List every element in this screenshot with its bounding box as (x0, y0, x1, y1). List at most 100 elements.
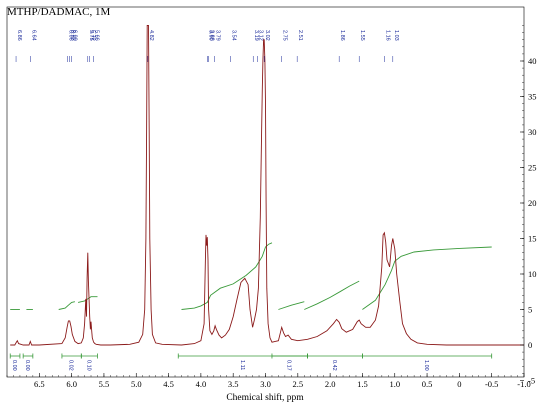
x-tick-label: 2.0 (325, 379, 336, 389)
integral-axis: 0.00 0.00 0.02 0.10 1.11 0.17 0.42 1.00 (9, 353, 493, 371)
integral-curves (10, 242, 492, 310)
peak-label-text: 3.88 (209, 30, 215, 41)
x-tick-label: 0.5 (422, 379, 433, 389)
peak-label: 5.66 (93, 30, 100, 62)
integral-region: 0.00 (22, 353, 34, 371)
x-tick-label: 6.0 (66, 379, 77, 389)
peak-label: 3.12 (257, 30, 264, 62)
peak-label: 6.00 (71, 30, 78, 62)
integral-label: 1.00 (423, 360, 429, 371)
x-tick-label: 4.0 (196, 379, 207, 389)
x-axis: 6.5 6.0 5.5 5.0 4.5 4.0 3.5 3.0 2.5 2.0 1.5 1.0 0.5 0… (6, 373, 531, 389)
peak-label-text: 1.86 (339, 30, 345, 41)
x-tick-label: 2.5 (293, 379, 304, 389)
x-tick-label: 3.5 (228, 379, 239, 389)
peak-label-text: 5.72 (90, 30, 96, 41)
integral-region: 0.00 (9, 353, 21, 371)
peak-label: 5.72 (89, 30, 96, 62)
peak-label: 6.86 (15, 30, 22, 62)
spectrum-line (10, 25, 524, 346)
x-tick-label: 5.5 (99, 379, 110, 389)
x-tick-label: 0 (457, 379, 461, 389)
peak-label: 6.06 (67, 30, 74, 62)
peak-label: 2.51 (296, 30, 303, 62)
y-tick-label: 15 (528, 234, 537, 244)
peak-label: 2.75 (281, 30, 288, 62)
integral-region: 0.10 (80, 353, 98, 371)
peak-label-text: 3.19 (253, 30, 259, 41)
integral-curve-2 (58, 301, 75, 310)
integral-curve-6 (304, 280, 360, 310)
peak-label-text: 6.03 (70, 30, 76, 41)
peak-label-text: 6.86 (16, 30, 22, 41)
peak-label-text: 1.16 (384, 30, 390, 41)
x-tick-label: 1.5 (357, 379, 368, 389)
peak-label: 4.82 (147, 30, 154, 62)
peak-label-text: 3.02 (264, 30, 270, 41)
peak-label: 6.64 (30, 30, 36, 62)
integral-region: 1.00 (362, 353, 493, 371)
y-axis: -5 0 5 10 15 20 25 30 35 40 (520, 25, 537, 386)
integral-label: 0.00 (11, 360, 17, 371)
integral-label: 0.02 (68, 360, 74, 371)
peak-label-text: 1.03 (393, 30, 399, 41)
x-tick-label: -1.0 (517, 379, 530, 389)
integral-label: 1.11 (239, 360, 245, 370)
integral-region: 0.42 (307, 353, 363, 371)
y-tick-label: 30 (528, 127, 537, 137)
peak-label: 5.75 (87, 30, 94, 62)
peak-label: 3.02 (263, 30, 270, 62)
integral-label: 0.17 (286, 360, 292, 371)
peak-label-text: 5.75 (88, 30, 94, 41)
y-tick-label: 0 (528, 340, 532, 350)
peak-label-text: 6.64 (30, 30, 36, 41)
peak-label-text: 1.55 (359, 30, 365, 41)
peak-label: 6.03 (69, 30, 76, 62)
peak-label-text: 2.51 (297, 30, 303, 41)
peak-label: 1.55 (358, 30, 365, 62)
y-tick-label: 25 (528, 163, 537, 173)
peak-labels: 6.86 6.64 6.066.036.00 5.755.725.66 4.82 3.90… (15, 30, 399, 62)
peak-label: 1.16 (384, 30, 390, 62)
integral-curve-3 (78, 296, 98, 303)
integral-label: 0.10 (85, 360, 91, 371)
chart-title: MTHP/DADMAC, 1M (7, 6, 111, 18)
peak-label: 1.86 (338, 30, 345, 62)
peak-label-text: 3.79 (214, 30, 220, 41)
integral-region: 0.17 (271, 353, 308, 371)
peak-label: 3.90 (207, 30, 213, 62)
y-tick-label: 5 (528, 305, 532, 315)
y-tick-label: 35 (528, 92, 537, 102)
peak-label-text: 3.12 (258, 30, 264, 41)
x-tick-label: 3.0 (260, 379, 271, 389)
peak-label-text: 2.75 (282, 30, 288, 41)
y-tick-label: 20 (528, 198, 537, 208)
peak-label: 1.03 (392, 30, 399, 62)
peak-label: 3.54 (230, 30, 237, 62)
peak-label: 3.79 (214, 30, 220, 62)
integral-label: 0.00 (24, 360, 30, 371)
peak-label-text: 6.00 (72, 30, 78, 41)
peak-label-text: 3.90 (207, 30, 213, 41)
integral-curve-5 (278, 301, 305, 310)
x-tick-label: 4.5 (163, 379, 174, 389)
peak-label-text: 4.82 (148, 30, 154, 41)
integral-curve-7 (362, 246, 492, 310)
y-tick-label: -5 (528, 376, 535, 386)
peak-label: 3.88 (208, 30, 215, 62)
peak-label-text: 3.54 (231, 30, 237, 41)
peak-label-text: 5.66 (94, 30, 100, 41)
x-tick-label: 6.5 (34, 379, 45, 389)
integral-label: 0.42 (331, 360, 337, 371)
series-line-0 (10, 25, 524, 346)
peak-label: 3.19 (252, 30, 259, 62)
integral-region: 0.02 (61, 353, 82, 371)
x-tick-label: 1.0 (389, 379, 400, 389)
y-tick-label: 40 (528, 56, 537, 66)
x-tick-label: 5.0 (131, 379, 142, 389)
peak-label-text: 6.06 (68, 30, 74, 41)
integral-curve-4 (181, 242, 273, 310)
x-tick-label: -0.5 (485, 379, 498, 389)
y-tick-label: 10 (528, 269, 537, 279)
